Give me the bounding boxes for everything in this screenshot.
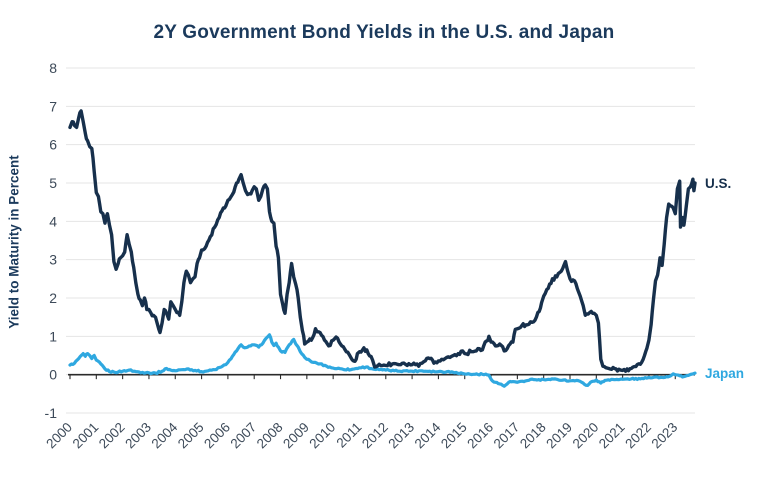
x-tick-label-2001: 2001 — [70, 420, 102, 452]
y-tick-labels: -1 0 1 2 3 4 5 6 7 8 — [45, 60, 58, 421]
x-tick-label-2008: 2008 — [254, 420, 286, 452]
y-tick-label-6: 6 — [49, 137, 57, 153]
y-tick-label-3: 3 — [49, 252, 57, 268]
y-tick-label-2: 2 — [49, 290, 57, 306]
x-tick-label-2016: 2016 — [464, 420, 496, 452]
x-tick-label-2003: 2003 — [122, 420, 154, 452]
gridlines — [66, 67, 695, 414]
x-tick-label-2006: 2006 — [201, 420, 233, 452]
y-tick-label-7: 7 — [49, 98, 57, 114]
y-tick-label-4: 4 — [49, 213, 57, 229]
series-line-japan — [68, 333, 697, 388]
x-tick-label-2000: 2000 — [43, 420, 75, 452]
x-tick-label-2002: 2002 — [96, 420, 128, 452]
x-tick-label-2009: 2009 — [280, 420, 312, 452]
x-tick-label-2023: 2023 — [649, 420, 681, 452]
series-end-labels: U.S. Japan — [705, 176, 744, 381]
x-tick-label-2021: 2021 — [596, 420, 628, 452]
x-axis-zero-line — [68, 373, 695, 380]
x-tick-label-2007: 2007 — [227, 420, 259, 452]
chart-title: 2Y Government Bond Yields in the U.S. an… — [153, 22, 615, 43]
x-tick-label-2010: 2010 — [306, 420, 338, 452]
x-tick-label-2005: 2005 — [175, 420, 207, 452]
y-tick-label-8: 8 — [49, 60, 57, 76]
x-tick-label-2015: 2015 — [438, 420, 470, 452]
x-tick-label-2011: 2011 — [333, 420, 364, 451]
x-tick-label-2014: 2014 — [412, 419, 444, 451]
x-tick-label-2018: 2018 — [517, 420, 549, 452]
series-label-us: U.S. — [705, 176, 731, 191]
x-tick-label-2019: 2019 — [543, 420, 575, 452]
y-tick-label-5: 5 — [49, 175, 57, 191]
x-tick-label-2020: 2020 — [570, 420, 602, 452]
series-label-japan: Japan — [705, 366, 744, 381]
y-tick-label-0: 0 — [49, 367, 57, 383]
x-tick-labels: 2000200120022003200420052006200720082009… — [43, 419, 680, 451]
y-tick-label--1: -1 — [45, 405, 58, 421]
x-tick-label-2012: 2012 — [359, 420, 391, 452]
x-tick-label-2013: 2013 — [385, 420, 417, 452]
series-line-us — [68, 109, 697, 373]
series-lines — [68, 109, 697, 388]
x-tick-label-2017: 2017 — [491, 420, 523, 452]
x-tick-label-2004: 2004 — [149, 419, 181, 451]
y-tick-label-1: 1 — [49, 328, 57, 344]
x-tick-label-2022: 2022 — [622, 420, 654, 452]
